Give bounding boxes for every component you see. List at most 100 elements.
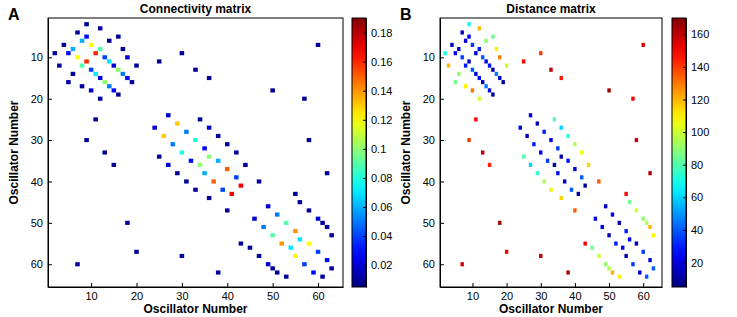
cell — [583, 241, 586, 245]
cell — [307, 138, 312, 142]
cell — [628, 200, 631, 204]
tick-label: 0.08 — [371, 172, 392, 184]
tick-label: 20 — [691, 257, 703, 269]
tick: 20 — [683, 257, 703, 269]
cell — [553, 117, 556, 121]
tick-mark — [440, 57, 444, 58]
cell — [289, 246, 294, 250]
cell — [498, 76, 501, 80]
cell — [587, 163, 590, 167]
cell — [631, 262, 634, 266]
tick: 60 — [683, 191, 703, 203]
tick: 20 — [131, 283, 143, 302]
cell — [84, 59, 89, 63]
cell — [648, 171, 651, 175]
tick-mark — [363, 33, 366, 34]
cell — [302, 97, 307, 101]
tick: 0.04 — [363, 230, 392, 242]
tick: 60 — [638, 283, 650, 302]
tick: 20 — [423, 93, 444, 105]
cell — [594, 217, 597, 221]
cell — [573, 167, 576, 171]
cell — [198, 117, 203, 121]
cell — [604, 204, 607, 208]
cell — [193, 138, 198, 142]
cells — [443, 22, 655, 279]
cell — [529, 163, 532, 167]
cell — [542, 179, 545, 183]
cell — [175, 121, 180, 125]
tick-label: 40 — [423, 175, 435, 187]
cell — [539, 150, 542, 154]
tick-mark — [575, 283, 576, 287]
cell — [532, 142, 535, 146]
tick: 50 — [423, 217, 444, 229]
cell — [474, 117, 477, 121]
cell — [560, 196, 563, 200]
cell — [102, 55, 107, 59]
cell — [474, 51, 477, 55]
cell — [75, 55, 80, 59]
cell — [481, 80, 484, 84]
cell — [116, 92, 121, 96]
cell — [467, 22, 470, 26]
cell — [495, 72, 498, 76]
x-axis-title: Oscillator Number — [143, 302, 247, 316]
cell — [266, 262, 271, 266]
cell — [257, 179, 262, 183]
tick: 0.14 — [363, 85, 392, 97]
cell — [467, 138, 470, 142]
cell — [125, 55, 130, 59]
cell — [157, 155, 162, 159]
tick-mark — [683, 197, 686, 198]
cell — [180, 254, 185, 258]
tick: 10 — [423, 51, 444, 63]
cell — [484, 59, 487, 63]
axis-line — [440, 19, 441, 288]
tick-mark — [91, 283, 92, 287]
y-axis-title: Oscillator Number — [399, 100, 413, 204]
cell — [478, 47, 481, 51]
cell — [284, 275, 289, 279]
cell — [189, 159, 194, 163]
cell — [652, 266, 655, 270]
cell — [573, 208, 576, 212]
cell — [522, 59, 525, 63]
tick-mark — [363, 149, 366, 150]
cell — [566, 134, 569, 138]
cell — [93, 72, 98, 76]
cell — [607, 88, 610, 92]
yticks-axis: 102030405060 — [423, 19, 444, 288]
cell — [180, 150, 185, 154]
cell — [202, 146, 207, 150]
cell — [484, 84, 487, 88]
cell — [488, 64, 491, 68]
cell — [614, 241, 617, 245]
tick-mark — [48, 264, 52, 265]
tick: 60 — [31, 258, 52, 270]
tick-label: 30 — [176, 290, 188, 302]
tick-label: 0.18 — [371, 27, 392, 39]
cell — [107, 39, 112, 43]
cell — [464, 64, 467, 68]
tick-label: 140 — [691, 61, 709, 73]
cell — [66, 51, 71, 55]
cell — [549, 138, 552, 142]
cell — [216, 270, 221, 274]
tick-mark — [440, 140, 444, 141]
axis-line — [49, 287, 344, 288]
cell — [112, 163, 117, 167]
cell — [98, 97, 103, 101]
cell — [112, 88, 117, 92]
tick-mark — [137, 283, 138, 287]
cell — [553, 163, 556, 167]
tick-mark — [48, 99, 52, 100]
cell — [202, 171, 207, 175]
tick-mark — [683, 230, 686, 231]
cell — [53, 51, 58, 55]
cell — [198, 163, 203, 167]
tick: 40 — [423, 175, 444, 187]
cell — [467, 59, 470, 63]
tick-label: 60 — [638, 290, 650, 302]
cell — [116, 68, 121, 72]
